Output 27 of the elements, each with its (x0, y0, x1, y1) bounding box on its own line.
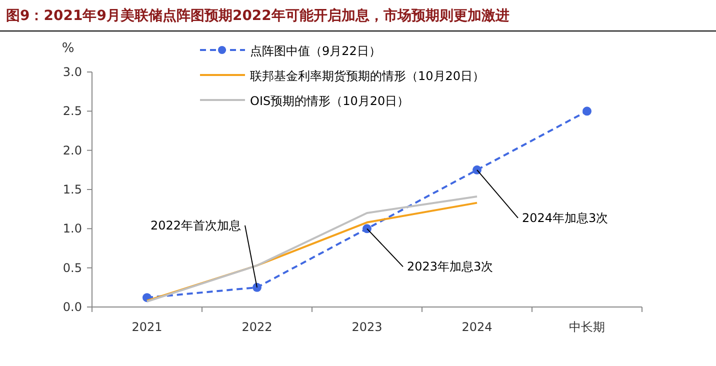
x-tick-label: 2023 (352, 320, 382, 334)
y-tick-label: 2.0 (62, 143, 82, 158)
x-tick-label: 2024 (462, 320, 492, 334)
y-tick-label: 0.0 (62, 300, 82, 314)
y-tick-label: 0.5 (62, 260, 82, 275)
y-tick-label: 3.0 (62, 65, 82, 79)
annotation: 2023年加息3次 (366, 228, 494, 274)
point (252, 282, 262, 292)
legend-label: 联邦基金利率期货预期的情形（10月20日） (250, 69, 485, 83)
x-tick-label: 中长期 (569, 320, 605, 334)
x-tick-label: 2021 (132, 320, 162, 334)
y-tick-label: 2.5 (62, 104, 82, 118)
legend-label: 点阵图中值（9月22日） (250, 44, 381, 58)
y-tick-label: 1.5 (62, 182, 82, 196)
annotation: 2023年加息3次 (407, 260, 494, 274)
ylabel: % (62, 41, 74, 56)
x-tick-label: 2022 (242, 320, 272, 334)
point (472, 165, 482, 174)
annotation: 2024年加息3次 (476, 169, 608, 225)
annotation: 2024年加息3次 (522, 210, 608, 225)
point (362, 224, 372, 234)
title: 图9：2021年9月美联储点阵图预期2022年可能开启加息，市场预期则更加激进 (6, 8, 510, 24)
annotation: 2022年首次加息 (150, 218, 241, 232)
annotation: 2022年首次加息 (150, 218, 258, 288)
point (582, 106, 592, 116)
y-tick-label: 1.0 (62, 222, 82, 236)
legend-label: OIS预期的情形（10月20日） (250, 94, 410, 108)
